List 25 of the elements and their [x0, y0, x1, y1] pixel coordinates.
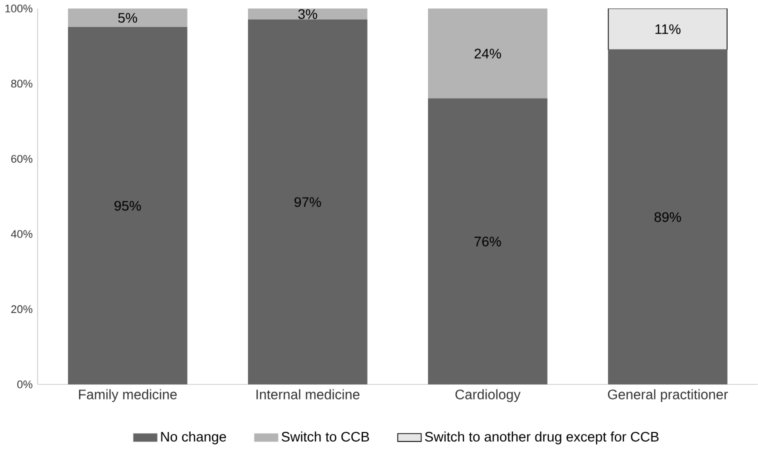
x-tick-label: Family medicine	[79, 389, 177, 402]
data-label: 95%	[114, 200, 141, 211]
y-tick-label: 80%	[11, 80, 32, 88]
bar	[428, 98, 548, 384]
legend-label: No change	[161, 431, 226, 444]
legend-label: Switch to another drug except for CCB	[425, 431, 659, 444]
data-label: 24%	[474, 48, 501, 58]
y-tick-label: 60%	[11, 154, 32, 163]
data-label: 89%	[654, 212, 682, 222]
data-label: 76%	[474, 236, 501, 246]
y-tick-label: 40%	[10, 230, 32, 238]
data-label: 5%	[118, 13, 138, 23]
legend-label: Switch to CCB	[282, 431, 370, 442]
bar	[608, 50, 728, 384]
x-tick-label: General practitioner	[608, 389, 728, 402]
bar	[68, 26, 188, 384]
data-label: 97%	[294, 197, 321, 207]
data-label: 11%	[656, 24, 681, 34]
data-label: 3%	[298, 9, 318, 19]
y-tick-label: 20%	[11, 305, 32, 314]
x-tick-label: Cardiology	[455, 389, 521, 402]
y-tick-label: 100%	[5, 4, 32, 12]
y-tick-label: 0%	[17, 380, 32, 388]
x-tick-label: Internal medicine	[256, 389, 360, 400]
bar	[248, 19, 368, 384]
